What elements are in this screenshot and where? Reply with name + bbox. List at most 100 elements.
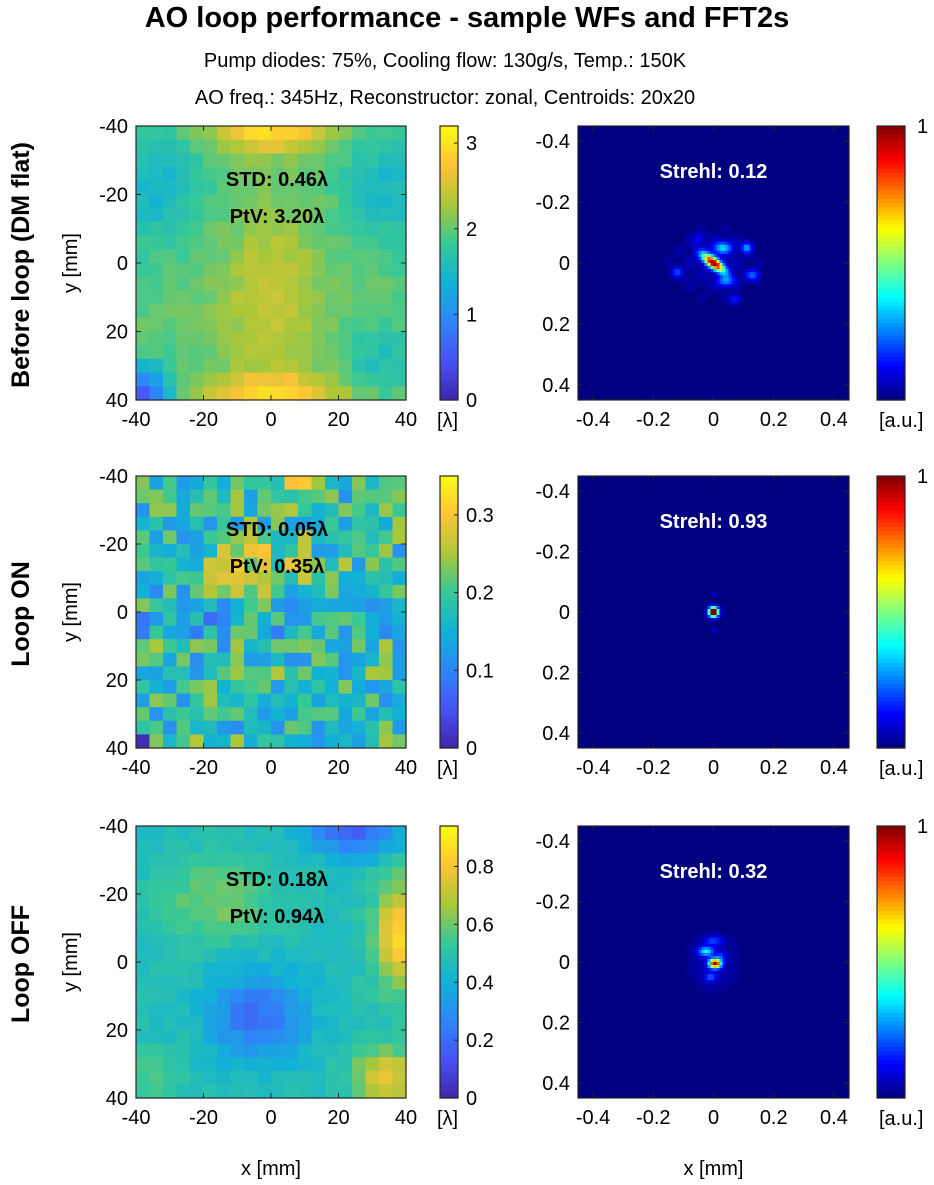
- psf-pixel: [746, 272, 751, 276]
- heatmap-cell: [149, 975, 164, 990]
- heatmap-cell: [176, 866, 191, 881]
- heatmap-cell: [284, 839, 299, 854]
- heatmap-cell: [190, 476, 205, 491]
- psf-pixel: [710, 992, 714, 996]
- psf-pixel: [692, 284, 696, 288]
- heatmap-cell: [365, 948, 380, 963]
- heatmap-cell: [379, 221, 394, 237]
- heatmap-cell: [176, 962, 191, 977]
- psf-pixel: [701, 272, 705, 276]
- psf-pixel: [752, 269, 757, 273]
- psf-pixel: [725, 937, 730, 942]
- psf-pixel: [731, 302, 736, 307]
- psf-pixel: [713, 244, 718, 249]
- heatmap-cell: [136, 853, 151, 868]
- colorbar-segment: [440, 1064, 458, 1069]
- colorbar-segment: [877, 143, 905, 149]
- psf-pixel: [734, 958, 739, 963]
- y-tick-label: 0.2: [542, 314, 570, 336]
- psf-pixel: [692, 232, 696, 237]
- colorbar-segment: [440, 275, 458, 281]
- psf-pixel: [743, 253, 748, 258]
- heatmap-cell: [163, 1057, 178, 1072]
- psf-pixel: [707, 989, 711, 993]
- psf-pixel: [734, 238, 739, 243]
- figure-title: AO loop performance - sample WFs and FFT…: [144, 2, 790, 34]
- heatmap-cell: [298, 989, 313, 1004]
- psf-pixel: [698, 253, 702, 258]
- heatmap-cell: [338, 345, 353, 360]
- x-tick-label: 0: [708, 757, 719, 779]
- psf-pixel: [704, 983, 708, 987]
- psf-pixel: [716, 962, 721, 966]
- heatmap-cell: [365, 1070, 380, 1085]
- heatmap-cell: [257, 625, 272, 640]
- x-tick-label: -20: [189, 1107, 218, 1129]
- heatmap-cell: [136, 290, 151, 305]
- heatmap-cell: [392, 1057, 407, 1072]
- heatmap-cell: [338, 489, 353, 504]
- psf-pixel: [704, 949, 708, 954]
- heatmap-cell: [257, 167, 272, 182]
- psf-pixel: [710, 244, 714, 249]
- heatmap-cell: [271, 853, 286, 868]
- psf-pixel: [737, 238, 742, 243]
- colorbar-segment: [877, 877, 905, 882]
- colorbar-segment: [440, 147, 458, 153]
- psf-pixel: [704, 290, 708, 294]
- heatmap-cell: [298, 180, 313, 196]
- psf-pixel: [758, 272, 763, 276]
- psf-pixel: [680, 244, 684, 249]
- colorbar-segment: [877, 314, 905, 320]
- heatmap-cell: [257, 153, 272, 168]
- psf-pixel: [707, 235, 711, 240]
- heatmap-cell: [271, 516, 286, 531]
- heatmap-cell: [325, 880, 340, 895]
- heatmap-cell: [176, 1084, 191, 1099]
- heatmap-cell: [136, 167, 151, 182]
- heatmap-cell: [230, 693, 245, 708]
- heatmap-cell: [298, 571, 313, 586]
- heatmap-cell: [176, 989, 191, 1004]
- heatmap-cell: [298, 962, 313, 977]
- heatmap-cell: [230, 1043, 245, 1058]
- heatmap-cell: [365, 639, 380, 654]
- psf-pixel: [707, 618, 711, 622]
- y-tick-label: 40: [106, 738, 128, 760]
- heatmap-cell: [325, 1057, 340, 1072]
- heatmap-cell: [284, 290, 299, 305]
- heatmap-cell: [163, 666, 178, 681]
- colorbar-segment: [877, 663, 905, 668]
- psf-pixel: [686, 259, 690, 264]
- psf-pixel: [704, 974, 708, 978]
- heatmap-cell: [352, 208, 367, 223]
- psf-pixel: [665, 284, 669, 288]
- heatmap-cell: [271, 934, 286, 949]
- psf-pixel: [728, 238, 733, 243]
- heatmap-cell: [311, 666, 326, 681]
- psf-pixel: [728, 229, 733, 234]
- heatmap-cell: [203, 489, 218, 504]
- heatmap-cell: [136, 263, 151, 278]
- colorbar-segment: [440, 198, 458, 204]
- colorbar-segment: [877, 284, 905, 290]
- heatmap-cell: [311, 934, 326, 949]
- heatmap-cell: [203, 962, 218, 977]
- colorbar-tick-label: 0: [466, 1088, 477, 1110]
- psf-pixel: [719, 238, 724, 243]
- colorbar-segment: [877, 556, 905, 562]
- psf-pixel: [737, 256, 742, 261]
- heatmap-cell: [284, 276, 299, 291]
- heatmap-cell: [203, 975, 218, 990]
- heatmap-cell: [149, 989, 164, 1004]
- heatmap-cell: [257, 263, 272, 278]
- colorbar-segment: [440, 181, 458, 187]
- psf-pixel: [725, 281, 730, 285]
- heatmap-cell: [149, 372, 164, 387]
- psf-pixel: [686, 232, 690, 237]
- psf-pixel: [707, 943, 711, 948]
- colorbar-segment: [440, 586, 458, 592]
- heatmap-cell: [230, 907, 245, 922]
- heatmap-cell: [311, 557, 326, 572]
- psf-pixel: [719, 605, 724, 610]
